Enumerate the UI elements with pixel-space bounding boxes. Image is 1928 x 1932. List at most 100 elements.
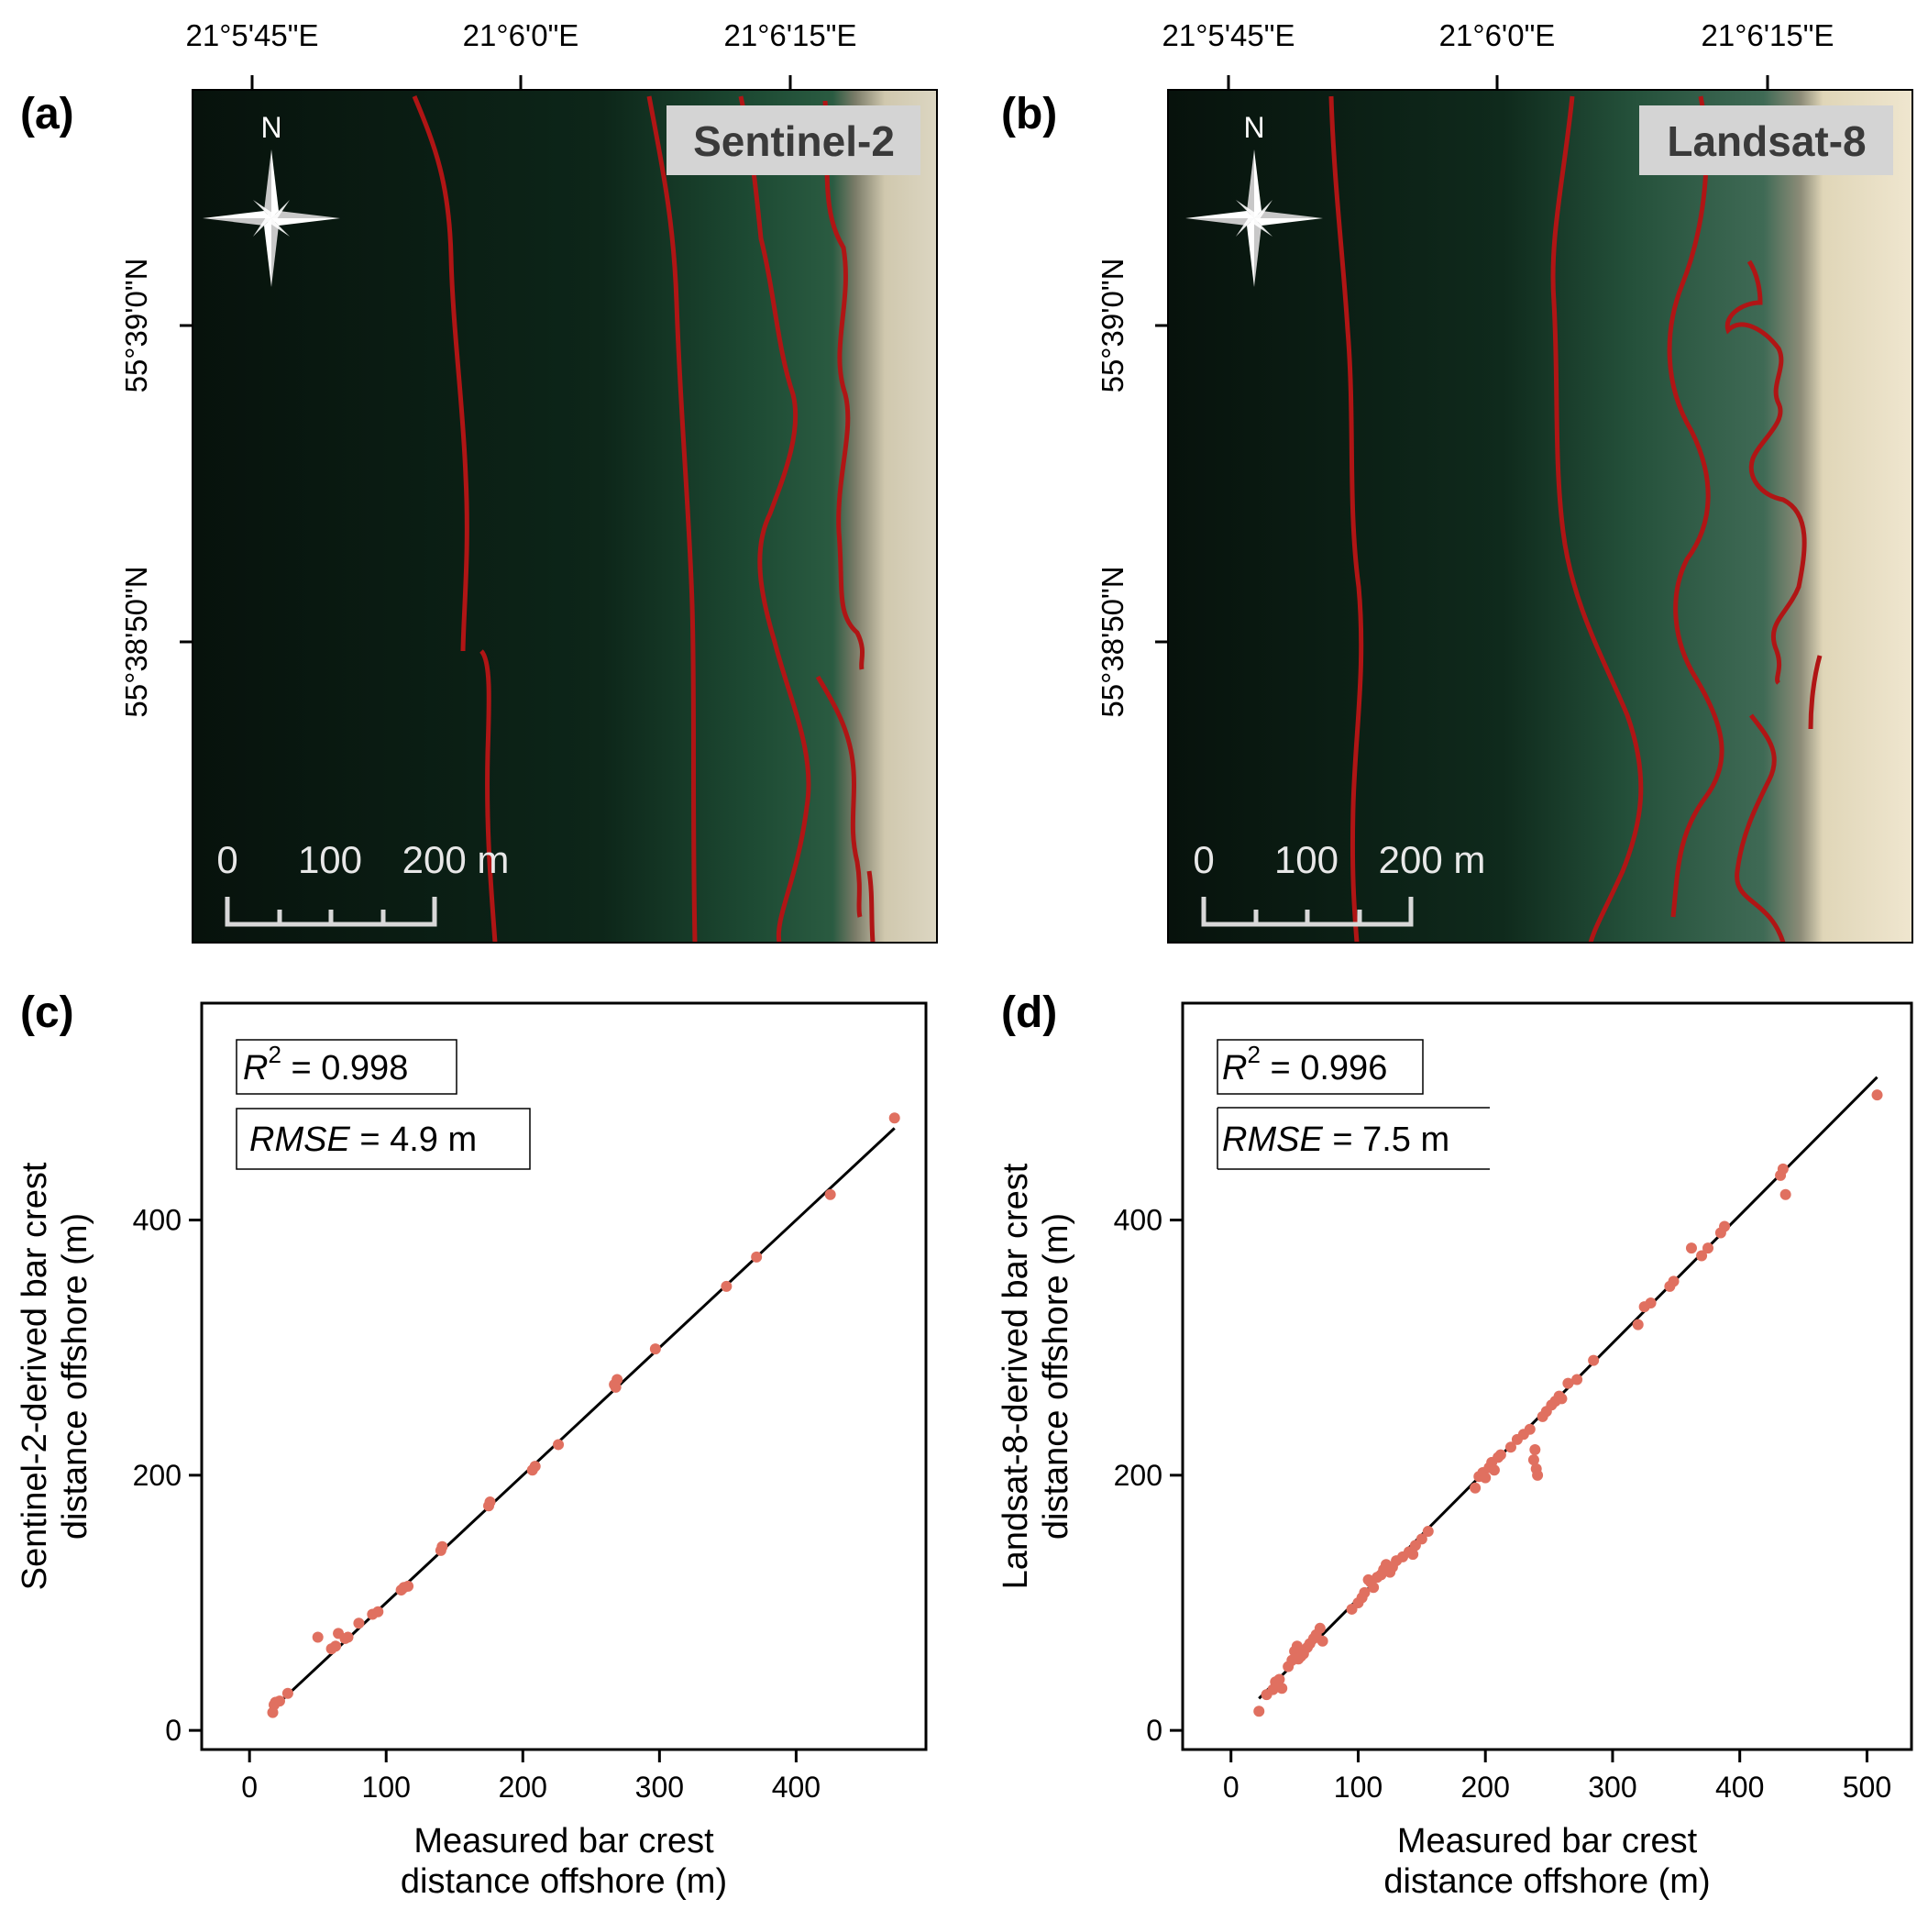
scale-label: 200 m — [402, 838, 510, 881]
y-tick-label: 200 — [133, 1459, 182, 1492]
x-axis-title: distance offshore (m) — [1383, 1862, 1710, 1901]
data-point — [1702, 1242, 1714, 1254]
data-point — [1368, 1582, 1380, 1594]
panel-a: (a) 21°5'45"E 21°6'0"E 21°6'15"E 55°39'0… — [20, 18, 938, 944]
bar-crest-line — [479, 649, 498, 944]
bar-crest-line — [738, 95, 811, 944]
data-point — [1314, 1622, 1326, 1634]
bar-crest-line — [646, 95, 698, 944]
panel-letter-a: (a) — [20, 90, 74, 138]
sensor-label-a: Sentinel-2 — [693, 117, 895, 165]
panel-letter-d: (d) — [1001, 988, 1057, 1037]
y-axis-title: Landsat-8-derived bar crest — [997, 1163, 1035, 1589]
rmse-text: RMSE = 7.5 m — [1222, 1121, 1449, 1159]
bar-crest-line — [412, 95, 469, 652]
x-tick-label: 500 — [1843, 1771, 1891, 1804]
lon-tick-label: 21°6'0"E — [463, 18, 579, 52]
data-point — [372, 1606, 384, 1617]
data-point — [1562, 1377, 1574, 1389]
data-point — [1359, 1586, 1371, 1598]
x-tick-label: 200 — [1461, 1771, 1510, 1804]
lon-tick-label: 21°6'15"E — [724, 18, 857, 52]
data-point — [610, 1381, 622, 1393]
lat-tick-label: 55°38'50"N — [1096, 566, 1129, 717]
data-point — [1571, 1374, 1583, 1386]
data-point — [1317, 1635, 1328, 1647]
y-axis-title: distance offshore (m) — [56, 1213, 94, 1540]
data-point — [751, 1251, 763, 1263]
data-point — [1524, 1423, 1536, 1435]
scale-label: 200 m — [1379, 838, 1486, 881]
lon-tick-label: 21°5'45"E — [1162, 18, 1295, 52]
r2-text: R2 = 0.996 — [1222, 1041, 1387, 1087]
y-tick-label: 0 — [1146, 1714, 1162, 1747]
y-tick-label: 400 — [1114, 1204, 1162, 1237]
data-point — [330, 1640, 342, 1652]
data-point — [1494, 1449, 1506, 1461]
data-point — [1719, 1220, 1731, 1232]
sensor-label-b: Landsat-8 — [1667, 117, 1866, 165]
x-tick-label: 0 — [241, 1771, 258, 1804]
data-point — [1632, 1319, 1644, 1330]
scale-label: 0 — [216, 838, 237, 881]
lat-tick-label: 55°39'0"N — [1096, 259, 1129, 393]
data-point — [1871, 1089, 1883, 1101]
bar-crest-line — [1550, 95, 1644, 944]
scale-bar-a: 0 100 200 m — [216, 838, 510, 927]
data-point — [1422, 1526, 1434, 1538]
lat-ticks-b: 55°39'0"N 55°38'50"N — [1096, 259, 1168, 718]
north-arrow-icon: N — [1185, 111, 1323, 287]
data-point — [342, 1631, 354, 1643]
rmse-text: RMSE = 4.9 m — [249, 1121, 477, 1159]
bar-crest-line — [1808, 655, 1823, 730]
data-point — [1273, 1673, 1285, 1685]
x-tick-label: 300 — [635, 1771, 684, 1804]
north-arrow-icon: N — [203, 111, 340, 287]
data-point — [1668, 1275, 1680, 1287]
y-axis-title: distance offshore (m) — [1037, 1213, 1075, 1540]
x-tick-label: 100 — [1334, 1771, 1383, 1804]
satellite-map-a: Sentinel-2 N 0 100 200 m — [192, 89, 938, 944]
bar-crest-line — [1724, 259, 1807, 685]
stats-box-d: R2 = 0.996 RMSE = 7.5 m — [1217, 1039, 1490, 1170]
x-tick-label: 400 — [1715, 1771, 1764, 1804]
panel-d: (d) 0 100 200 300 400 500 0 200 400 Measured bar … — [997, 988, 1913, 1901]
data-point — [1480, 1472, 1492, 1484]
x-axis-title: distance offshore (m) — [401, 1862, 727, 1901]
data-point — [1532, 1469, 1544, 1481]
lat-tick-label: 55°39'0"N — [119, 259, 153, 393]
r2-text: R2 = 0.998 — [243, 1041, 408, 1087]
scale-bar-b: 0 100 200 m — [1193, 838, 1486, 927]
data-point — [1527, 1454, 1539, 1466]
x-axis-title: Measured bar crest — [413, 1822, 714, 1860]
data-point — [649, 1343, 661, 1355]
data-point — [1777, 1163, 1789, 1175]
bar-crest-line — [1328, 95, 1364, 944]
panel-letter-b: (b) — [1001, 90, 1057, 138]
x-tick-label: 400 — [772, 1771, 821, 1804]
y-tick-label: 400 — [133, 1204, 182, 1237]
data-point — [553, 1439, 565, 1451]
data-point — [888, 1112, 900, 1124]
data-point — [436, 1540, 448, 1552]
data-point — [1276, 1683, 1288, 1695]
lat-ticks-a: 55°39'0"N 55°38'50"N — [119, 259, 193, 718]
satellite-map-b: Landsat-8 N 0 100 200 m — [1167, 89, 1913, 944]
x-tick-label: 300 — [1588, 1771, 1636, 1804]
data-point — [1504, 1441, 1516, 1453]
data-point — [1685, 1242, 1697, 1254]
bar-crest-line — [822, 100, 865, 670]
data-point — [312, 1631, 324, 1643]
data-point — [1488, 1464, 1500, 1476]
data-point — [1588, 1354, 1600, 1366]
scale-label: 0 — [1193, 838, 1214, 881]
scale-label: 100 — [298, 838, 362, 881]
data-point — [824, 1188, 836, 1200]
bar-crest-line — [1667, 95, 1724, 918]
lon-ticks-a: 21°5'45"E 21°6'0"E 21°6'15"E — [186, 18, 857, 90]
data-point — [529, 1461, 541, 1473]
data-point — [484, 1496, 496, 1508]
data-point — [1529, 1444, 1541, 1456]
data-point — [402, 1580, 414, 1592]
data-point — [1696, 1250, 1708, 1262]
